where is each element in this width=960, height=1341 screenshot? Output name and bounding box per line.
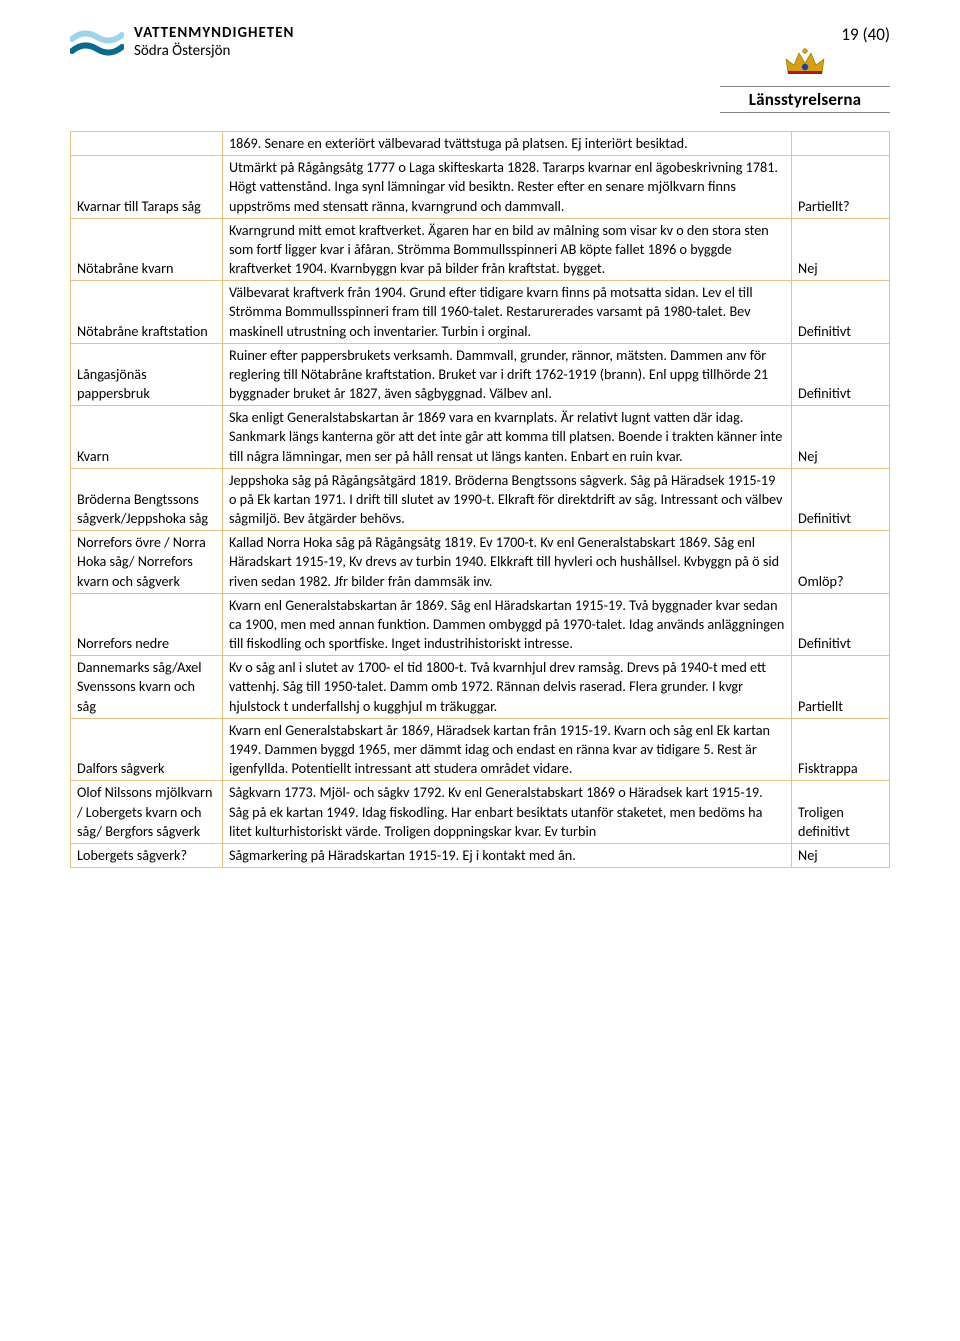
status-cell: Omlöp? bbox=[792, 531, 890, 594]
table-row: Nötabråne kvarnKvarngrund mitt emot kraf… bbox=[71, 218, 890, 281]
table-row: Långasjönäs pappersbrukRuiner efter papp… bbox=[71, 343, 890, 406]
status-cell: Partiellt? bbox=[792, 156, 890, 219]
status-cell: Nej bbox=[792, 218, 890, 281]
status-cell: Nej bbox=[792, 843, 890, 867]
table-row: Norrefors nedreKvarn enl Generalstabskar… bbox=[71, 593, 890, 656]
document-page: VATTENMYNDIGHETEN Södra Östersjön 19 (40… bbox=[0, 0, 960, 908]
status-cell: Fisktrappa bbox=[792, 718, 890, 781]
site-name-cell: Långasjönäs pappersbruk bbox=[71, 343, 223, 406]
table-row: Dannemarks såg/Axel Svenssons kvarn och … bbox=[71, 656, 890, 719]
description-cell: Ruiner efter pappersbrukets verksamh. Da… bbox=[222, 343, 791, 406]
site-name-cell bbox=[71, 132, 223, 156]
description-cell: Kvarn enl Generalstabskartan år 1869. Så… bbox=[222, 593, 791, 656]
status-cell: Definitivt bbox=[792, 593, 890, 656]
site-name-cell: Nötabråne kvarn bbox=[71, 218, 223, 281]
table-row: Kvarnar till Taraps sågUtmärkt på Rågång… bbox=[71, 156, 890, 219]
site-name-cell: Norrefors nedre bbox=[71, 593, 223, 656]
status-cell: Definitivt bbox=[792, 281, 890, 344]
description-cell: 1869. Senare en exteriört välbevarad tvä… bbox=[222, 132, 791, 156]
left-logo-line1: VATTENMYNDIGHETEN bbox=[134, 24, 294, 42]
description-cell: Jeppshoka såg på Rågångsåtgärd 1819. Brö… bbox=[222, 468, 791, 531]
site-name-cell: Olof Nilssons mjölkvarn / Lobergets kvar… bbox=[71, 781, 223, 844]
table-row: Olof Nilssons mjölkvarn / Lobergets kvar… bbox=[71, 781, 890, 844]
left-authority-logo: VATTENMYNDIGHETEN Södra Östersjön bbox=[70, 24, 294, 60]
site-name-cell: Kvarnar till Taraps såg bbox=[71, 156, 223, 219]
table-row: Dalfors sågverkKvarn enl Generalstabskar… bbox=[71, 718, 890, 781]
status-cell: Definitivt bbox=[792, 468, 890, 531]
table-row: Norrefors övre / Norra Hoka såg/ Norrefo… bbox=[71, 531, 890, 594]
description-cell: Kvarn enl Generalstabskart år 1869, Hära… bbox=[222, 718, 791, 781]
site-name-cell: Lobergets sågverk? bbox=[71, 843, 223, 867]
site-name-cell: Norrefors övre / Norra Hoka såg/ Norrefo… bbox=[71, 531, 223, 594]
table-row: 1869. Senare en exteriört välbevarad tvä… bbox=[71, 132, 890, 156]
table-row: Bröderna Bengtssons sågverk/Jeppshoka så… bbox=[71, 468, 890, 531]
status-cell: Nej bbox=[792, 406, 890, 469]
status-cell bbox=[792, 132, 890, 156]
description-cell: Kallad Norra Hoka såg på Rågångsåtg 1819… bbox=[222, 531, 791, 594]
description-cell: Välbevarat kraftverk från 1904. Grund ef… bbox=[222, 281, 791, 344]
right-logo-text: Länsstyrelserna bbox=[720, 89, 890, 110]
right-authority-logo: 19 (40) Länsstyrelserna bbox=[720, 24, 890, 115]
status-cell: Troligen definitivt bbox=[792, 781, 890, 844]
table-row: Lobergets sågverk?Sågmarkering på Härads… bbox=[71, 843, 890, 867]
page-number: 19 (40) bbox=[720, 24, 890, 45]
description-cell: Utmärkt på Rågångsåtg 1777 o Laga skifte… bbox=[222, 156, 791, 219]
description-cell: Sågmarkering på Häradskartan 1915-19. Ej… bbox=[222, 843, 791, 867]
wave-icon bbox=[70, 25, 124, 59]
site-name-cell: Dannemarks såg/Axel Svenssons kvarn och … bbox=[71, 656, 223, 719]
table-row: Nötabråne kraftstationVälbevarat kraftve… bbox=[71, 281, 890, 344]
table-row: KvarnSka enligt Generalstabskartan år 18… bbox=[71, 406, 890, 469]
site-name-cell: Kvarn bbox=[71, 406, 223, 469]
crown-icon bbox=[782, 47, 828, 77]
site-name-cell: Dalfors sågverk bbox=[71, 718, 223, 781]
left-logo-line2: Södra Östersjön bbox=[134, 42, 294, 60]
description-cell: Kv o såg anl i slutet av 1700- el tid 18… bbox=[222, 656, 791, 719]
page-header: VATTENMYNDIGHETEN Södra Östersjön 19 (40… bbox=[70, 24, 890, 115]
status-cell: Partiellt bbox=[792, 656, 890, 719]
description-cell: Ska enligt Generalstabskartan år 1869 va… bbox=[222, 406, 791, 469]
description-cell: Sågkvarn 1773. Mjöl- och sågkv 1792. Kv … bbox=[222, 781, 791, 844]
site-name-cell: Bröderna Bengtssons sågverk/Jeppshoka så… bbox=[71, 468, 223, 531]
site-name-cell: Nötabråne kraftstation bbox=[71, 281, 223, 344]
status-cell: Definitivt bbox=[792, 343, 890, 406]
heritage-table: 1869. Senare en exteriört välbevarad tvä… bbox=[70, 131, 890, 868]
description-cell: Kvarngrund mitt emot kraftverket. Ägaren… bbox=[222, 218, 791, 281]
